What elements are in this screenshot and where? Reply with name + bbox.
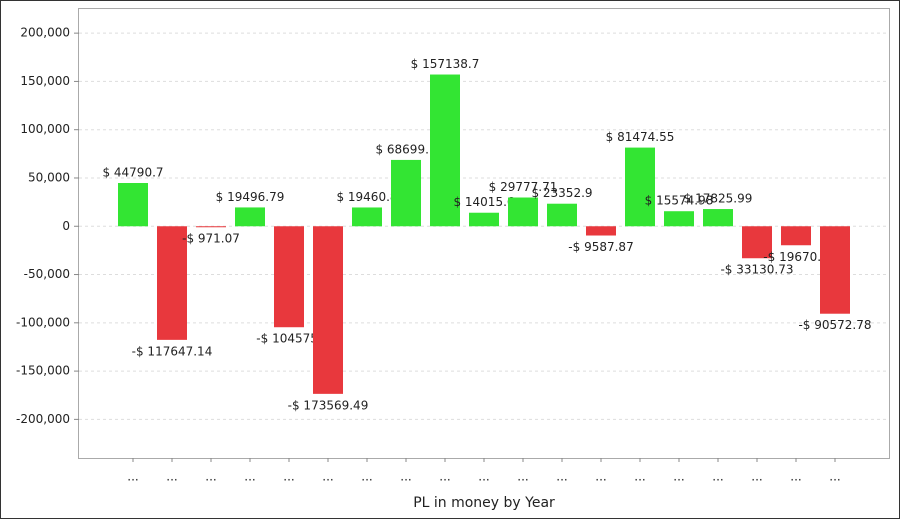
x-tick-label: ... [439,470,450,484]
bar [469,212,499,227]
x-tick-label: ... [127,470,138,484]
bar [703,209,733,227]
y-tick-label: 50,000 [28,170,70,184]
bar [742,226,772,259]
x-tick-label: ... [400,470,411,484]
x-tick-label: ... [478,470,489,484]
value-label: -$ 9587.87 [568,240,633,254]
value-label: $ 157138.7 [411,57,480,71]
x-tick-label: ... [244,470,255,484]
x-axis-label: PL in money by Year [413,495,555,511]
value-label: $ 14015.6 [453,195,514,209]
value-label: $ 17825.99 [684,192,753,206]
bar [547,203,577,227]
x-tick-label: ... [283,470,294,484]
value-label: -$ 90572.78 [798,318,871,332]
x-tick-label: ... [361,470,372,484]
value-label: -$ 971.07 [182,232,240,246]
bar [274,226,304,328]
x-tick-label: ... [829,470,840,484]
y-tick-label: -200,000 [16,412,70,426]
x-tick-label: ... [712,470,723,484]
bar [508,197,538,227]
y-tick-label: 100,000 [20,122,70,136]
bar [391,159,421,227]
y-tick-label: -100,000 [16,315,70,329]
value-label: $ 29777.71 [489,180,558,194]
value-label: -$ 104575. [256,332,321,346]
bar [781,226,811,246]
value-label: $ 19496.79 [216,190,285,204]
value-label: -$ 33130.73 [720,263,793,277]
bar [157,226,187,340]
y-tick-label: -50,000 [24,267,70,281]
x-tick-label: ... [751,470,762,484]
bar [430,74,460,227]
value-label: -$ 19670.1 [763,250,828,264]
bar [235,207,265,227]
x-tick-label: ... [556,470,567,484]
y-tick-label: 200,000 [20,26,70,40]
value-label: $ 15574.98 [645,194,714,208]
value-label: -$ 117647.14 [132,344,213,358]
x-tick-label: ... [205,470,216,484]
x-tick-label: ... [517,470,528,484]
y-tick-label: -150,000 [16,364,70,378]
x-tick-label: ... [595,470,606,484]
value-label: $ 19460.8 [336,190,397,204]
value-label: $ 23352.9 [531,186,592,200]
bar [625,147,655,227]
y-tick-label: 150,000 [20,74,70,88]
x-tick-label: ... [673,470,684,484]
bar [586,226,616,236]
value-label: $ 68699.1 [375,142,436,156]
value-label: $ 81474.55 [606,130,675,144]
x-tick-label: ... [322,470,333,484]
bar [196,226,226,228]
x-tick-label: ... [166,470,177,484]
x-tick-label: ... [634,470,645,484]
bar [664,211,694,227]
bar [352,207,382,227]
x-tick-label: ... [790,470,801,484]
value-label: -$ 173569.49 [288,398,369,412]
bar [313,226,343,394]
bar [118,183,148,227]
value-label: $ 44790.7 [102,166,163,180]
y-tick-label: 0 [62,219,70,233]
bar [820,226,850,314]
